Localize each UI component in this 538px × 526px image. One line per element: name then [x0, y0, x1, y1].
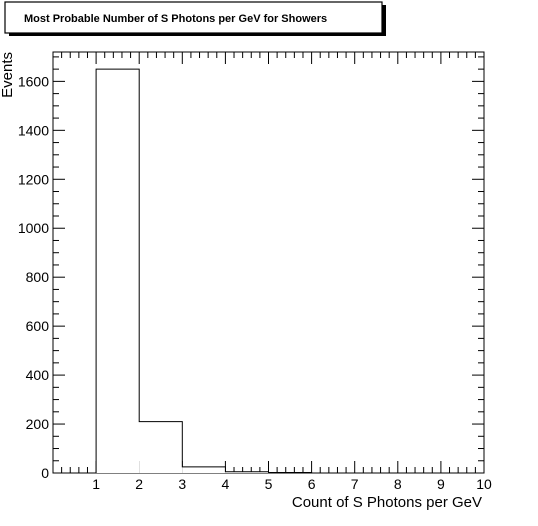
x-tick-labels: 1 2 3 4 5 6 7 8 9 10 [92, 476, 492, 492]
y-tick-label: 0 [41, 465, 49, 481]
y-tick-label: 1200 [18, 171, 49, 187]
x-axis-title: Count of S Photons per GeV [292, 494, 482, 511]
histogram-bar-1 [96, 69, 140, 473]
x-tick-label: 4 [222, 476, 230, 492]
x-tick-label: 10 [476, 476, 492, 492]
x-tick-label: 1 [92, 476, 100, 492]
y-tick-label: 1000 [18, 220, 49, 236]
y-tick-label: 800 [26, 269, 50, 285]
histogram-bar-4 [225, 471, 269, 473]
y-tick-label: 200 [26, 416, 50, 432]
y-axis-title: Events [0, 52, 16, 98]
histogram-bar-3 [182, 466, 226, 473]
y-tick-label: 1600 [18, 73, 49, 89]
histogram-outline [95, 68, 313, 474]
x-tick-label: 7 [351, 476, 359, 492]
x-tick-label: 6 [308, 476, 316, 492]
x-tick-label: 5 [265, 476, 273, 492]
histogram-bars [95, 68, 313, 474]
chart-title: Most Probable Number of S Photons per Ge… [24, 13, 327, 25]
x-tick-label: 2 [135, 476, 143, 492]
y-tick-labels: 0 200 400 600 800 1000 1200 1400 1600 [18, 73, 49, 481]
x-tick-label: 3 [178, 476, 186, 492]
x-tick-label: 8 [394, 476, 402, 492]
y-tick-label: 600 [26, 318, 50, 334]
title-box: Most Probable Number of S Photons per Ge… [4, 1, 386, 36]
title-box-frame [4, 1, 383, 34]
x-tick-label: 9 [437, 476, 445, 492]
y-tick-label: 1400 [18, 122, 49, 138]
histogram-bar-2 [139, 421, 183, 473]
y-tick-label: 400 [26, 367, 50, 383]
